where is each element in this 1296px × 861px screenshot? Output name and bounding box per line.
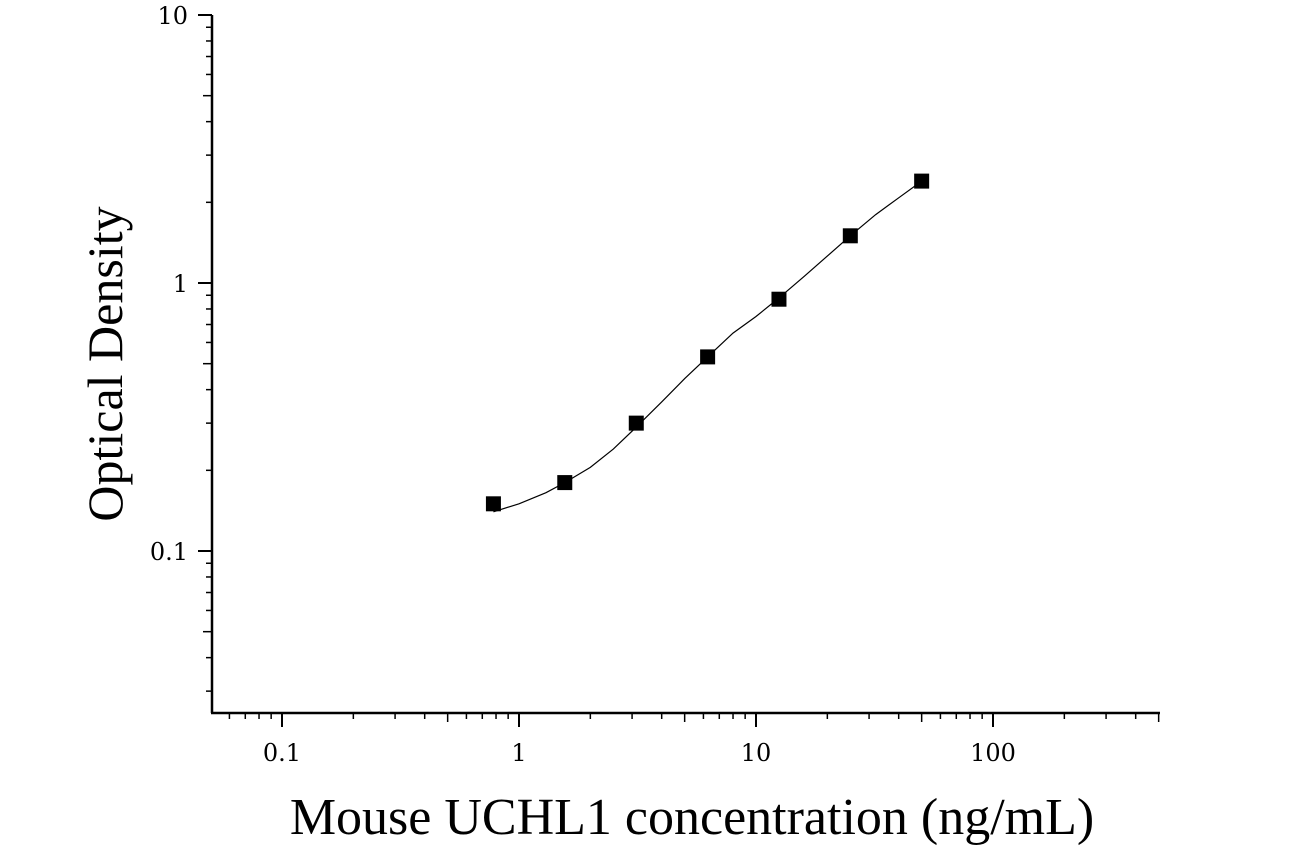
x-tick-label: 0.1 [263,739,301,767]
y-axis-tick-labels: 0.1 1 10 [150,2,188,566]
y-tick-label: 1 [173,270,188,298]
data-point-marker [914,173,930,189]
y-tick-label: 0.1 [150,538,188,566]
data-point-marker [557,475,573,491]
x-axis-major-ticks [281,713,994,727]
data-point-marker [842,228,858,244]
x-axis-tick-labels: 0.1 1 10 100 [263,739,1016,767]
data-point-marker [628,415,644,431]
x-tick-label: 1 [511,739,526,767]
data-point-marker [771,291,787,307]
data-markers [485,173,930,512]
x-tick-label: 100 [970,739,1016,767]
x-axis-title: Mouse UCHL1 concentration (ng/mL) [290,789,1094,846]
x-tick-label: 10 [741,739,772,767]
y-axis-minor-ticks [203,26,212,692]
y-axis-title: Optical Density [77,206,133,521]
y-axis-major-ticks [198,14,212,552]
data-point-marker [700,349,716,365]
data-point-marker [485,496,501,512]
y-tick-label: 10 [157,2,188,30]
x-axis-minor-ticks [228,713,1160,722]
